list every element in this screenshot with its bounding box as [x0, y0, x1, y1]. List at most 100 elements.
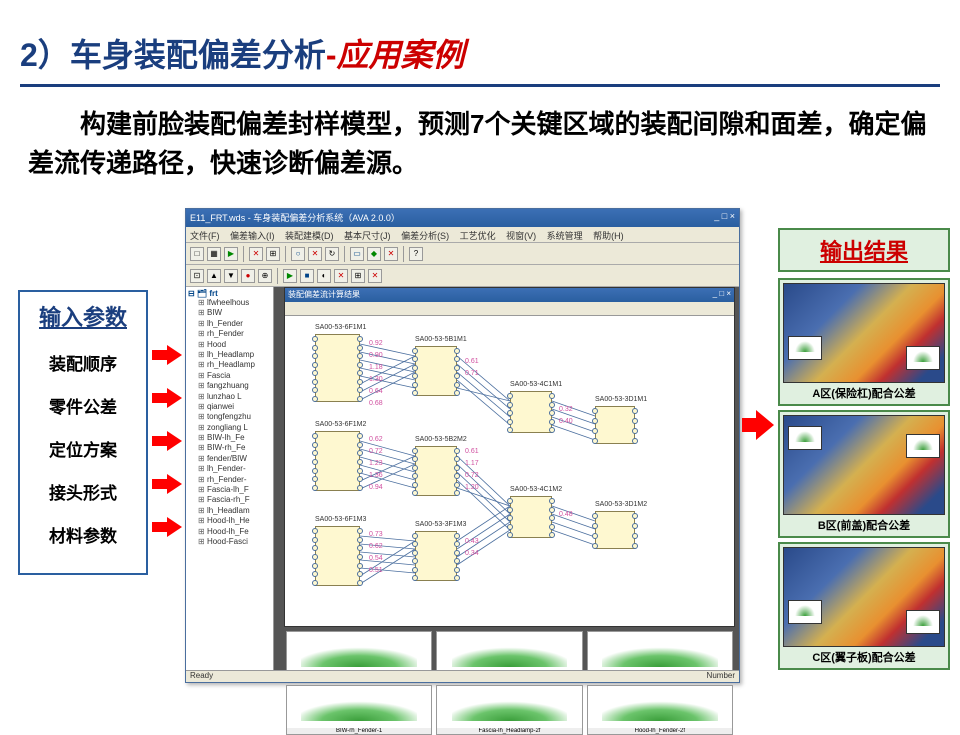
- toolbar-button[interactable]: ⊞: [351, 269, 365, 283]
- flow-node[interactable]: [595, 406, 635, 444]
- tree-item[interactable]: zongliang L: [188, 423, 271, 433]
- flow-title: 装配偏差流计算结果: [288, 289, 360, 301]
- tree-item[interactable]: BIW-rh_Fe: [188, 443, 271, 453]
- tree-item[interactable]: rh_Fender-: [188, 475, 271, 485]
- tree-item[interactable]: rh_Fender: [188, 329, 271, 339]
- menu-item[interactable]: 系统管理: [547, 231, 583, 241]
- toolbar-sep: [243, 246, 244, 262]
- edge-weight-label: 0.61: [465, 358, 479, 365]
- app-menubar[interactable]: 文件(F) 偏差输入(I) 装配建模(D) 基本尺寸(J) 偏差分析(S) 工艺…: [186, 227, 739, 243]
- toolbar-button[interactable]: □: [190, 247, 204, 261]
- toolbar-button[interactable]: ↻: [325, 247, 339, 261]
- histogram[interactable]: BIW-rh_Fender-1: [286, 685, 432, 735]
- menu-item[interactable]: 文件(F): [190, 231, 220, 241]
- menu-item[interactable]: 帮助(H): [593, 231, 624, 241]
- tree-item[interactable]: lh_Headlam: [188, 506, 271, 516]
- histogram[interactable]: Fascia-lh_Headlamp-2f: [436, 685, 582, 735]
- edge-weight-label: 0.90: [369, 352, 383, 359]
- edge-weight-label: 1.17: [465, 460, 479, 467]
- flow-titlebar[interactable]: 装配偏差流计算结果 _ □ ×: [285, 288, 734, 302]
- output-image: [783, 547, 945, 647]
- toolbar-button[interactable]: ⊕: [258, 269, 272, 283]
- flow-node[interactable]: [415, 346, 457, 396]
- tree-item[interactable]: lh_Fender: [188, 319, 271, 329]
- tree-item[interactable]: Hood-Fasci: [188, 537, 271, 547]
- flow-node[interactable]: [315, 334, 360, 402]
- flow-diagram[interactable]: SA00-53-6F1M1SA00-53-6F1M2SA00-53-6F1M3S…: [285, 316, 734, 626]
- histogram[interactable]: Hood-lh_Fender-2f: [587, 685, 733, 735]
- flow-node[interactable]: [510, 391, 552, 433]
- tree-item[interactable]: Hood-lh_He: [188, 516, 271, 526]
- toolbar-button[interactable]: ⊞: [266, 247, 280, 261]
- tree-item[interactable]: lfwheelhous: [188, 298, 271, 308]
- flow-node[interactable]: [595, 511, 635, 549]
- tree-item[interactable]: Fascia-lh_F: [188, 485, 271, 495]
- toolbar-button[interactable]: ◆: [367, 247, 381, 261]
- toolbar-button[interactable]: ✕: [249, 247, 263, 261]
- tree-item[interactable]: lh_Headlamp: [188, 350, 271, 360]
- output-panel-title: 输出结果: [778, 228, 950, 272]
- menu-item[interactable]: 视窗(V): [506, 231, 536, 241]
- window-controls[interactable]: _ □ ×: [713, 289, 731, 301]
- tree-item[interactable]: Fascia-rh_F: [188, 495, 271, 505]
- edge-weight-label: 0.62: [369, 543, 383, 550]
- tree-item[interactable]: lh_Fender-: [188, 464, 271, 474]
- toolbar-button[interactable]: ⊡: [190, 269, 204, 283]
- tree-item[interactable]: fangzhuang: [188, 381, 271, 391]
- edge-weight-label: 0.48: [559, 511, 573, 518]
- tree-item[interactable]: qianwei: [188, 402, 271, 412]
- menu-item[interactable]: 工艺优化: [460, 231, 496, 241]
- tree-item[interactable]: fender/BIW: [188, 454, 271, 464]
- tree-item[interactable]: Hood-lh_Fe: [188, 527, 271, 537]
- toolbar-button[interactable]: ▦: [207, 247, 221, 261]
- arrow-right-icon: [152, 345, 182, 365]
- input-panel-title: 输入参数: [24, 300, 142, 332]
- tree-item[interactable]: Hood: [188, 340, 271, 350]
- flow-node[interactable]: [415, 446, 457, 496]
- flow-node[interactable]: [510, 496, 552, 538]
- tree-item[interactable]: Fascia: [188, 371, 271, 381]
- window-controls[interactable]: _ □ ×: [714, 211, 735, 225]
- toolbar-button[interactable]: ■: [300, 269, 314, 283]
- menu-item[interactable]: 装配建模(D): [285, 231, 334, 241]
- tree-item[interactable]: lunzhao L: [188, 392, 271, 402]
- flow-node[interactable]: [315, 526, 360, 586]
- toolbar-button[interactable]: ▼: [224, 269, 238, 283]
- tree-item[interactable]: BIW-lh_Fe: [188, 433, 271, 443]
- toolbar-button[interactable]: ◐: [317, 269, 331, 283]
- edge-weight-label: 0.40: [559, 418, 573, 425]
- tree-item[interactable]: tongfengzhu: [188, 412, 271, 422]
- flow-node[interactable]: [415, 531, 457, 581]
- menu-item[interactable]: 基本尺寸(J): [344, 231, 391, 241]
- app-titlebar[interactable]: E11_FRT.wds - 车身装配偏差分析系统（AVA 2.0.0） _ □ …: [186, 209, 739, 227]
- arrow-right-icon: [152, 431, 182, 451]
- input-item: 装配顺序: [24, 350, 142, 375]
- menu-item[interactable]: 偏差输入(I): [230, 231, 275, 241]
- edge-weight-label: 0.73: [369, 531, 383, 538]
- tree-panel[interactable]: ⊟ 🗂 frt lfwheelhousBIWlh_Fenderrh_Fender…: [186, 287, 274, 670]
- toolbar-button[interactable]: ▭: [350, 247, 364, 261]
- toolbar-button[interactable]: ✕: [368, 269, 382, 283]
- tree-item[interactable]: BIW: [188, 308, 271, 318]
- tree-item[interactable]: rh_Headlamp: [188, 360, 271, 370]
- toolbar-button[interactable]: ✕: [334, 269, 348, 283]
- flow-node[interactable]: [315, 431, 360, 491]
- node-label: SA00-53-4C1M1: [510, 381, 562, 388]
- toolbar-sep: [285, 246, 286, 262]
- toolbar-button[interactable]: ?: [409, 247, 423, 261]
- toolbar-button[interactable]: ▶: [224, 247, 238, 261]
- app-title: E11_FRT.wds - 车身装配偏差分析系统（AVA 2.0.0）: [190, 211, 400, 225]
- node-label: SA00-53-4C1M2: [510, 486, 562, 493]
- edge-weight-label: 0.34: [465, 550, 479, 557]
- toolbar-button[interactable]: ✕: [384, 247, 398, 261]
- toolbar-button[interactable]: ○: [291, 247, 305, 261]
- toolbar-button[interactable]: ▲: [207, 269, 221, 283]
- toolbar-button[interactable]: ▶: [283, 269, 297, 283]
- description: 构建前脸装配偏差封样模型，预测7个关键区域的装配间隙和面差，确定偏差流传递路径，…: [0, 87, 960, 193]
- edge-weight-label: 0.54: [369, 555, 383, 562]
- toolbar-button[interactable]: ●: [241, 269, 255, 283]
- menu-item[interactable]: 偏差分析(S): [401, 231, 449, 241]
- tree-root[interactable]: ⊟ 🗂 frt: [188, 289, 271, 298]
- input-item: 零件公差: [24, 393, 142, 418]
- toolbar-button[interactable]: ✕: [308, 247, 322, 261]
